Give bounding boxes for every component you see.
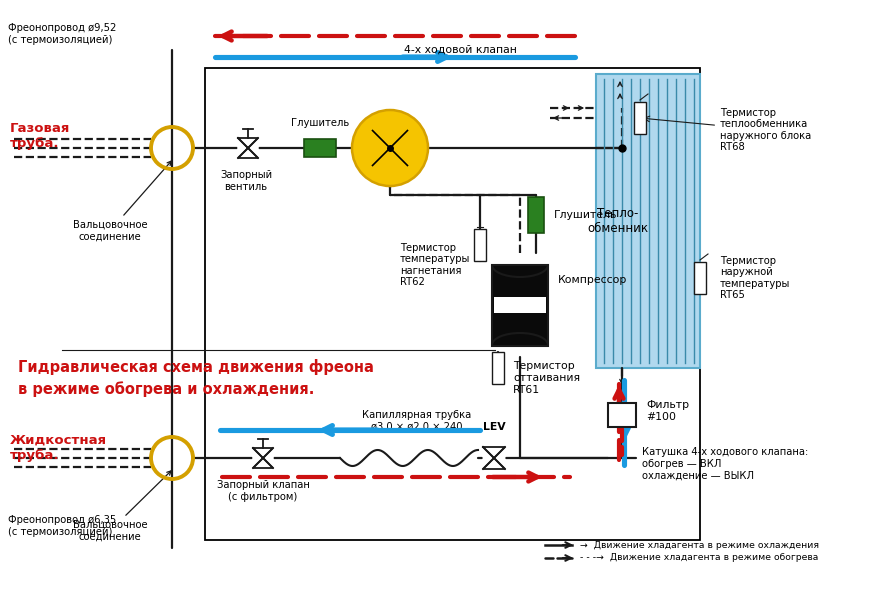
- Text: Гидравлическая схема движения фреона
в режиме обогрева и охлаждения.: Гидравлическая схема движения фреона в р…: [18, 359, 374, 397]
- Bar: [304, 139, 336, 157]
- Polygon shape: [248, 138, 258, 158]
- Text: Вальцовочное
соединение: Вальцовочное соединение: [72, 161, 172, 242]
- Text: Фильтр
#100: Фильтр #100: [646, 400, 689, 422]
- Bar: [608, 403, 636, 427]
- Text: Капиллярная трубка
ø3,0 × ø2,0 × 240: Капиллярная трубка ø3,0 × ø2,0 × 240: [362, 410, 472, 432]
- Bar: [694, 262, 706, 294]
- Text: Компрессор: Компрессор: [558, 275, 628, 285]
- Text: Термистор
наружной
температуры
RT65: Термистор наружной температуры RT65: [720, 255, 790, 301]
- Bar: [492, 352, 504, 384]
- Text: (с термоизоляцией): (с термоизоляцией): [8, 527, 113, 537]
- Bar: [492, 265, 548, 346]
- Bar: [474, 229, 486, 261]
- Polygon shape: [253, 448, 263, 468]
- Text: Газовая: Газовая: [10, 122, 71, 134]
- Text: Тепло-
обменник: Тепло- обменник: [587, 207, 648, 235]
- Bar: [205, 68, 700, 540]
- Text: Фреонопровод ø6,35: Фреонопровод ø6,35: [8, 515, 116, 525]
- Text: Фреонопровод ø9,52: Фреонопровод ø9,52: [8, 23, 116, 33]
- Text: LEV: LEV: [483, 422, 505, 432]
- Text: →  Движение хладагента в режиме охлаждения: → Движение хладагента в режиме охлаждени…: [580, 541, 819, 549]
- Bar: [494, 297, 546, 313]
- Text: Жидкостная: Жидкостная: [10, 434, 107, 447]
- Text: обогрев — ВКЛ: обогрев — ВКЛ: [642, 459, 721, 469]
- Text: - - -→  Движение хладагента в режиме обогрева: - - -→ Движение хладагента в режиме обог…: [580, 554, 818, 563]
- Text: труба.: труба.: [10, 448, 60, 462]
- Text: Термистор
теплообменника
наружного блока
RT68: Термистор теплообменника наружного блока…: [644, 108, 811, 153]
- Polygon shape: [263, 448, 273, 468]
- Bar: [634, 102, 646, 134]
- Polygon shape: [483, 447, 505, 469]
- Text: Вальцовочное
соединение: Вальцовочное соединение: [72, 471, 171, 542]
- Text: труба.: труба.: [10, 137, 60, 150]
- Text: Глушитель: Глушитель: [554, 210, 618, 220]
- Polygon shape: [238, 138, 248, 158]
- Bar: [528, 197, 544, 233]
- Circle shape: [352, 110, 428, 186]
- Bar: [596, 74, 700, 368]
- Text: Термистор
оттаивания
RT61: Термистор оттаивания RT61: [513, 361, 580, 394]
- Text: Катушка 4-х ходового клапана:: Катушка 4-х ходового клапана:: [642, 447, 808, 457]
- Text: (с термоизоляцией): (с термоизоляцией): [8, 35, 113, 45]
- Text: 4-х ходовой клапан: 4-х ходовой клапан: [403, 45, 517, 55]
- Text: Глушитель: Глушитель: [291, 118, 350, 128]
- Text: Запорный
вентиль: Запорный вентиль: [220, 170, 272, 192]
- Text: Термистор
температуры
нагнетания
RT62: Термистор температуры нагнетания RT62: [400, 242, 470, 287]
- Text: Запорный клапан
(с фильтром): Запорный клапан (с фильтром): [216, 480, 309, 501]
- Text: охлаждение — ВЫКЛ: охлаждение — ВЫКЛ: [642, 471, 754, 481]
